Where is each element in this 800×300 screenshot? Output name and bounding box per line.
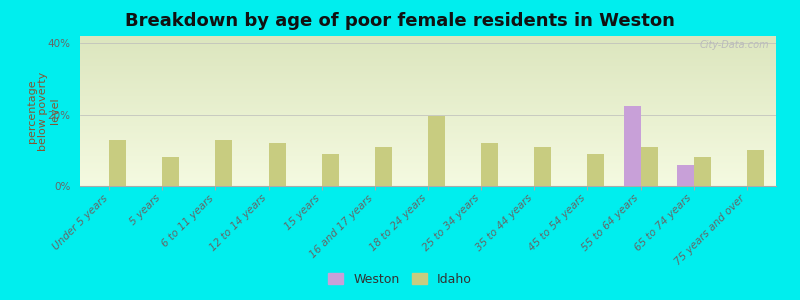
Bar [746,150,764,186]
Bar [162,158,179,186]
Bar [269,143,286,186]
Text: City-Data.com: City-Data.com [699,40,769,50]
Bar [587,154,604,186]
Bar [110,140,126,186]
Text: Breakdown by age of poor female residents in Weston: Breakdown by age of poor female resident… [125,12,675,30]
Bar [481,143,498,186]
Bar [623,106,641,186]
Bar [215,140,233,186]
Bar [677,165,694,186]
Bar [534,147,551,186]
Legend: Weston, Idaho: Weston, Idaho [323,268,477,291]
Bar [641,147,658,186]
Bar [375,147,392,186]
Bar [428,116,445,186]
Y-axis label: percentage
below poverty
level: percentage below poverty level [26,71,60,151]
Bar [322,154,338,186]
Bar [694,158,710,186]
